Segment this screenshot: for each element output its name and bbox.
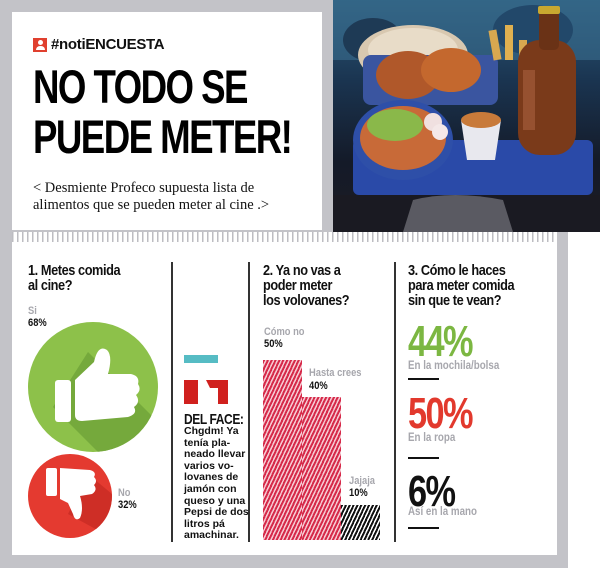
bar-hasta-crees [302, 397, 341, 540]
answer-1-value: 44% [408, 317, 474, 366]
question-2-title: 2. Ya no vas a poder meter los volovanes… [263, 262, 350, 309]
bar-1-value: 50% [264, 338, 283, 350]
headline-line-1: NO TODO SE [33, 60, 248, 113]
bar-1-label: Cómo no [264, 326, 305, 338]
page-title: NO TODO SE PUEDE METER! [33, 60, 293, 163]
quote-mark-icon [184, 380, 228, 404]
answer-divider-3 [408, 527, 439, 529]
answer-3-label: Así en la mano [408, 506, 477, 518]
del-face-title: DEL FACE: [184, 411, 244, 428]
question-1-title: 1. Metes comida al cine? [28, 262, 121, 294]
bar-como-no [263, 360, 302, 540]
subheadline: < Desmiente Profeco supuesta lista de al… [33, 180, 313, 214]
answer-divider-1 [408, 378, 439, 380]
yes-label: Si [28, 305, 37, 317]
answer-3-value: 6% [408, 467, 456, 516]
column-divider-1 [171, 262, 173, 542]
teal-accent [184, 355, 218, 363]
kicker: #notiENCUESTA [33, 36, 165, 53]
kicker-label: #notiENCUESTA [51, 36, 165, 53]
bar-2-label: Hasta crees [309, 367, 362, 379]
answer-2-label: En la ropa [408, 432, 456, 444]
no-label: No [118, 487, 131, 499]
bar-3-value: 10% [349, 487, 368, 499]
answer-divider-2 [408, 457, 439, 459]
column-divider-2 [248, 262, 250, 542]
bar-3-label: Jajaja [349, 475, 376, 487]
tick-divider [12, 232, 557, 242]
column-divider-3 [394, 262, 396, 542]
answer-1-label: En la mochila/bolsa [408, 360, 500, 372]
food-tray-photo [333, 0, 600, 232]
deck-line-1: < Desmiente Profeco supuesta lista de [33, 180, 255, 196]
no-value: 32% [118, 499, 137, 511]
bar-jajaja [341, 505, 380, 540]
deck-line-2: alimentos que se pueden meter al cine .> [33, 197, 270, 213]
bar-2-value: 40% [309, 380, 328, 392]
del-face-body: Chgdm! Ya tenía pla-neado llevar varios … [184, 425, 249, 542]
answer-2-value: 50% [408, 389, 474, 438]
header-panel [12, 12, 322, 230]
user-icon [33, 37, 47, 52]
thumbs-up-icon [28, 322, 158, 452]
headline-line-2: PUEDE METER! [33, 110, 293, 163]
yes-value: 68% [28, 317, 47, 329]
thumbs-down-icon [28, 454, 112, 538]
question-3-title: 3. Cómo le haces para meter comida sin q… [408, 262, 515, 309]
